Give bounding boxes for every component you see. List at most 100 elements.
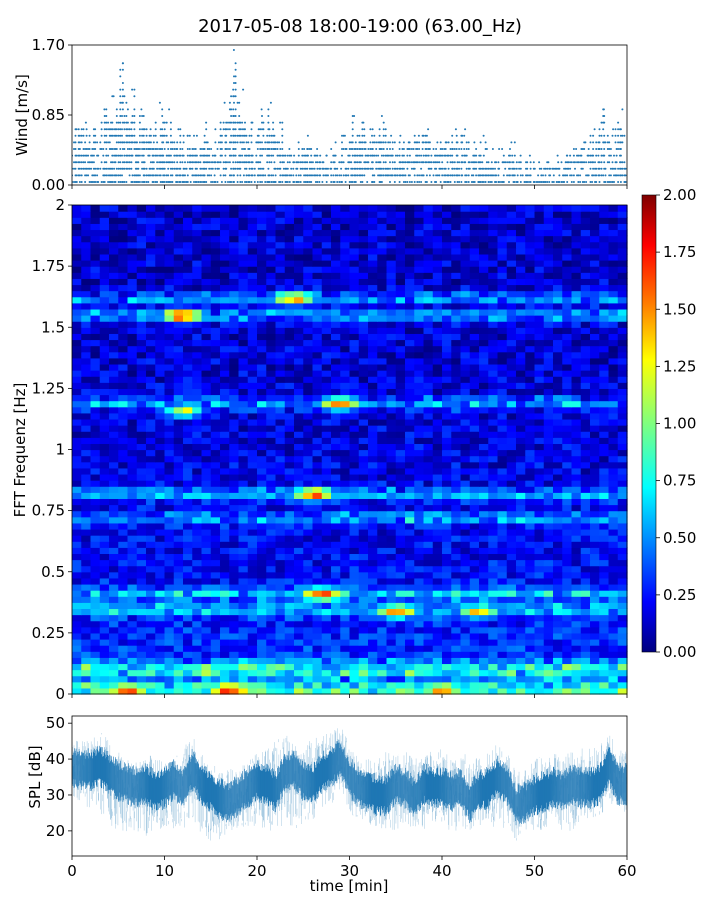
wind-point <box>267 108 270 111</box>
heatmap-cell <box>469 443 480 451</box>
heatmap-cell <box>321 638 332 646</box>
heatmap-cell <box>238 486 249 493</box>
heatmap-cell <box>210 480 221 487</box>
heatmap-cell <box>146 626 156 634</box>
wind-point <box>546 167 549 170</box>
heatmap-cell <box>312 473 323 481</box>
heatmap-cell <box>525 602 536 610</box>
wind-point <box>189 161 192 164</box>
heatmap-cell <box>395 498 406 506</box>
heatmap-cell <box>405 418 415 426</box>
heatmap-cell <box>414 596 425 603</box>
heatmap-cell <box>608 492 619 499</box>
wind-point <box>540 167 543 170</box>
heatmap-cell <box>81 522 92 530</box>
heatmap-cell <box>442 602 452 610</box>
wind-point <box>171 148 174 150</box>
wind-point <box>117 167 120 170</box>
wind-point <box>236 174 239 177</box>
heatmap-cell <box>543 614 554 622</box>
heatmap-cell <box>99 657 110 665</box>
heatmap-cell <box>414 498 425 506</box>
heatmap-cell <box>275 480 286 487</box>
heatmap-cell <box>451 626 462 634</box>
wind-point <box>205 181 208 183</box>
wind-point <box>436 141 439 144</box>
heatmap-cell <box>590 418 600 426</box>
wind-point <box>270 174 273 177</box>
wind-point <box>159 181 162 183</box>
heatmap-cell <box>395 510 406 518</box>
heatmap-cell <box>423 669 434 677</box>
wind-point <box>371 174 374 177</box>
heatmap-cell <box>266 651 277 658</box>
wind-point <box>234 108 237 111</box>
wind-point <box>208 154 211 157</box>
heatmap-cell <box>562 614 573 622</box>
wind-point <box>173 141 176 144</box>
heatmap-cell <box>377 437 388 444</box>
wind-point <box>566 181 569 183</box>
heatmap-cell <box>81 583 92 591</box>
heatmap-cell <box>395 418 406 426</box>
heatmap-cell <box>303 663 314 671</box>
wind-point <box>105 134 108 137</box>
wind-point <box>310 174 313 177</box>
wind-point <box>262 128 265 131</box>
wind-point <box>487 167 490 170</box>
heatmap-cell <box>136 657 147 665</box>
wind-point <box>234 121 237 124</box>
wind-point <box>102 148 105 150</box>
heatmap-cell <box>358 632 369 640</box>
wind-point <box>453 161 456 164</box>
heatmap-cell <box>460 455 471 463</box>
heatmap-cell <box>516 510 526 518</box>
heatmap-cell <box>506 400 517 408</box>
heatmap-cell <box>562 467 573 475</box>
wind-point <box>234 95 237 98</box>
wind-point <box>250 128 253 131</box>
wind-point <box>241 161 244 164</box>
wind-y-ticks: 0.000.851.70 <box>32 36 72 194</box>
heatmap-cell <box>368 541 378 548</box>
heatmap-cell <box>358 626 369 634</box>
heatmap-cell <box>386 504 397 512</box>
heatmap-cell <box>571 480 582 487</box>
heatmap-cell <box>201 461 212 469</box>
heatmap-cell <box>183 602 193 610</box>
heatmap-cell <box>414 571 425 579</box>
wind-point <box>464 154 467 157</box>
heatmap-cell <box>590 681 600 689</box>
wind-point <box>87 154 90 157</box>
heatmap-cell <box>173 620 184 628</box>
heatmap-cell <box>72 590 82 597</box>
heatmap-cell <box>294 596 304 603</box>
heatmap-cell <box>266 473 277 481</box>
wind-point <box>509 167 511 170</box>
wind-point <box>432 174 435 177</box>
wind-point <box>487 174 490 177</box>
heatmap-cell <box>284 504 295 512</box>
heatmap-cell <box>155 425 166 432</box>
heatmap-cell <box>127 400 138 408</box>
wind-point <box>569 167 572 170</box>
wind-point <box>239 167 242 170</box>
heatmap-cell <box>229 583 240 591</box>
heatmap-cell <box>442 645 452 652</box>
heatmap-cell <box>90 486 101 493</box>
wind-point <box>572 154 575 157</box>
wind-point <box>359 161 362 164</box>
wind-point <box>297 154 300 157</box>
wind-point <box>130 167 133 170</box>
heatmap-cell <box>460 461 471 469</box>
heatmap-cell <box>127 602 138 610</box>
wind-point <box>131 181 134 183</box>
heatmap-cell <box>377 541 388 548</box>
heatmap-cell <box>414 620 425 628</box>
wind-point <box>375 148 378 150</box>
heatmap-cell <box>220 675 230 683</box>
wind-point <box>380 115 383 117</box>
heatmap-cell <box>534 614 545 622</box>
wind-point <box>233 82 235 84</box>
heatmap-cell <box>109 510 119 518</box>
